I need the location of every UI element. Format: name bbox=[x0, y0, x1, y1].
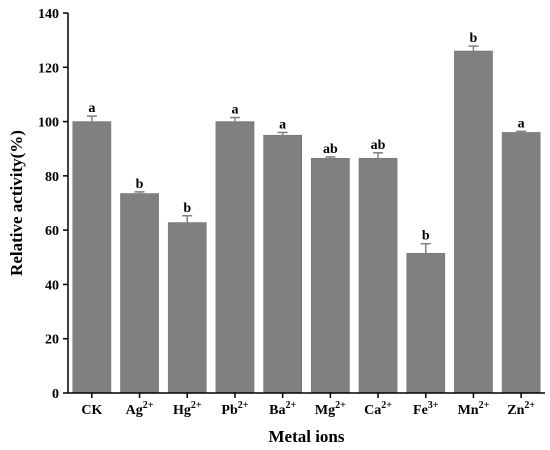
significance-label: b bbox=[470, 31, 478, 46]
bar bbox=[358, 157, 398, 394]
bar bbox=[263, 134, 302, 394]
x-tick-label-sup: 2+ bbox=[285, 400, 296, 411]
x-tick-label: Fe3+ bbox=[413, 400, 439, 418]
x-tick-label: Ca2+ bbox=[364, 400, 392, 418]
x-tick-label-base: Ba bbox=[269, 403, 285, 418]
significance-label: b bbox=[183, 201, 191, 216]
y-tick-label: 120 bbox=[38, 61, 59, 76]
bar bbox=[72, 121, 112, 394]
bar bbox=[406, 252, 446, 394]
x-tick-label-base: Zn bbox=[507, 403, 524, 418]
x-tick-label: Ba2+ bbox=[269, 400, 296, 418]
significance-label: a bbox=[231, 103, 238, 118]
significance-label: b bbox=[136, 177, 144, 192]
bar bbox=[501, 132, 541, 394]
x-tick-label-base: Hg bbox=[173, 403, 191, 418]
significance-label: ab bbox=[323, 142, 338, 157]
significance-label: a bbox=[88, 101, 95, 116]
y-tick-label: 40 bbox=[45, 278, 59, 293]
y-tick-label: 140 bbox=[38, 7, 59, 22]
x-tick-label: Pb2+ bbox=[221, 400, 248, 418]
x-tick-label-sup: 2+ bbox=[524, 400, 535, 411]
x-tick-label-sup: 3+ bbox=[428, 400, 439, 411]
x-tick-label-sup: 2+ bbox=[335, 400, 346, 411]
x-tick-label-base: Mn bbox=[458, 403, 479, 418]
bar bbox=[215, 121, 255, 394]
x-tick-label-sup: 2+ bbox=[381, 400, 392, 411]
x-tick-label-sup: 2+ bbox=[143, 400, 154, 411]
x-tick-label-base: Ca bbox=[364, 403, 381, 418]
bar bbox=[167, 222, 207, 394]
x-tick-label: Zn2+ bbox=[507, 400, 535, 418]
x-tick-label-base: Pb bbox=[221, 403, 238, 418]
bar bbox=[120, 193, 159, 394]
y-tick-label: 80 bbox=[45, 170, 59, 185]
significance-label: b bbox=[422, 229, 430, 244]
x-tick-label-sup: 2+ bbox=[238, 400, 249, 411]
x-tick-label: Hg2+ bbox=[173, 400, 202, 418]
x-tick-label-base: Ag bbox=[126, 403, 143, 418]
y-tick-label: 0 bbox=[52, 387, 59, 402]
y-tick-label: 20 bbox=[45, 333, 59, 348]
y-tick-label: 60 bbox=[45, 224, 59, 239]
y-axis-title: Relative activity(%) bbox=[7, 130, 26, 276]
x-tick-label-sup: 2+ bbox=[479, 400, 490, 411]
significance-label: a bbox=[279, 117, 286, 132]
x-tick-label: Mn2+ bbox=[458, 400, 490, 418]
bar bbox=[311, 157, 350, 394]
x-tick-label-base: Fe bbox=[413, 403, 428, 418]
y-tick-label: 100 bbox=[38, 116, 59, 131]
significance-label: a bbox=[518, 116, 525, 131]
x-axis-title: Metal ions bbox=[268, 427, 344, 446]
y-axis-ticks: 0 20 40 60 80 100 120 140 bbox=[38, 7, 68, 402]
x-tick-label-base: CK bbox=[81, 403, 102, 418]
x-tick-label: Mg2+ bbox=[315, 400, 346, 418]
x-tick-label-base: Mg bbox=[315, 403, 335, 418]
x-tick-label: CK bbox=[81, 403, 102, 418]
x-tick-label: Ag2+ bbox=[126, 400, 154, 418]
x-tick-label-sup: 2+ bbox=[191, 400, 202, 411]
x-axis-ticks: CK Ag2+ Hg2+ Pb2+ Ba2+ Mg2+ Ca2+ Fe3+ Mn2+ Zn2+ bbox=[81, 393, 535, 418]
significance-label: ab bbox=[371, 138, 386, 153]
bar bbox=[454, 50, 493, 394]
